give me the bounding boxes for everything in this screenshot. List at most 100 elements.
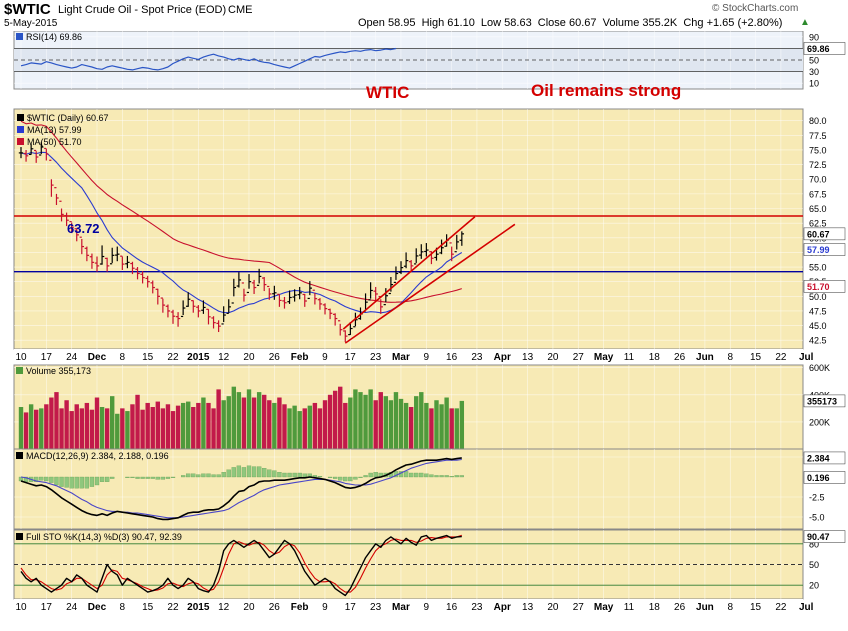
volume-bar: [211, 408, 216, 449]
macd-histogram-bar: [84, 476, 90, 489]
volume-bar: [353, 389, 358, 449]
volume-bar: [363, 394, 368, 449]
volume-bar: [110, 396, 115, 449]
volume-bar: [23, 412, 29, 449]
volume-bar: [297, 411, 302, 449]
up-arrow-icon: ▲: [800, 17, 810, 28]
x-axis-bottom-label: 15: [750, 602, 762, 613]
sto-k-line: [20, 534, 462, 597]
price-tick-label: 65.0: [809, 204, 827, 214]
x-axis-bottom-label: 9: [322, 602, 328, 613]
volume-bar: [282, 404, 287, 449]
rsi-tick-label: 90: [809, 32, 819, 42]
volume-bar: [221, 400, 226, 449]
volume-bar: [69, 411, 74, 449]
volume-bar: [449, 408, 454, 449]
volume-bar: [79, 408, 85, 449]
x-axis-bottom-label: Jul: [799, 602, 814, 613]
volume-bar: [160, 408, 166, 449]
x-axis-bottom-label: Mar: [392, 602, 410, 613]
ma50-line: [20, 120, 462, 303]
x-axis-bottom-label: 27: [573, 602, 585, 613]
macd-histogram-bar: [165, 476, 171, 479]
price-legend-text: MA(50) 51.70: [27, 137, 82, 147]
macd-histogram-bar: [403, 471, 409, 478]
macd-histogram-bar: [206, 473, 211, 478]
price-close-value-box: [803, 227, 846, 241]
sto-panel: 80 50 20 90.47 Full STO %K(14,3) %D(3) 90.47…: [13, 529, 846, 600]
volume-bar: [201, 397, 206, 449]
x-axis-top-label: 8: [727, 352, 733, 363]
x-axis-top-label: 17: [41, 352, 53, 363]
volume-bar: [343, 402, 348, 449]
volume-bar: [322, 400, 328, 449]
volume-bar: [191, 407, 196, 449]
macd-histogram-bar: [49, 476, 54, 483]
macd-histogram-bar: [419, 472, 424, 478]
macd-histogram-bar: [99, 476, 105, 482]
volume-bar: [393, 392, 399, 449]
symbol: $WTIC: [4, 1, 51, 18]
macd-histogram-bar: [363, 475, 368, 478]
volume-bar: [246, 389, 252, 449]
macd-tick-label: -2.5: [809, 493, 825, 503]
x-axis-top-label: 23: [471, 352, 483, 363]
macd-histogram-bar: [338, 476, 343, 481]
macd-histogram-bar: [302, 473, 307, 478]
macd-histogram-bar: [287, 472, 292, 478]
macd-histogram-bar: [211, 474, 216, 478]
ma13-value-label: 57.99: [807, 245, 830, 255]
x-axis-top-label: 12: [218, 352, 230, 363]
volume-tick-label: 600K: [809, 363, 830, 373]
rsi-tick-label: 10: [809, 79, 819, 89]
x-axis-top-label: Jul: [799, 352, 814, 363]
exchange: CME: [228, 4, 253, 16]
macd-histogram-bar: [160, 476, 166, 480]
price-legend-text: MA(13) 57.99: [27, 125, 82, 135]
x-axis-bottom-label: 17: [41, 602, 53, 613]
x-axis-bottom-label: 8: [120, 602, 126, 613]
volume-bar: [272, 402, 277, 449]
macd-histogram-bar: [231, 467, 236, 478]
x-axis-bottom-label: 26: [269, 602, 281, 613]
price-tick-label: 55.0: [809, 263, 827, 273]
x-axis-bottom-label: Feb: [291, 602, 309, 613]
macd-histogram-bar: [150, 476, 155, 479]
x-axis-bottom-label: 23: [370, 602, 382, 613]
x-axis-top-label: 9: [322, 352, 328, 363]
macd-histogram-bar: [34, 476, 39, 482]
x-axis-top-label: 13: [522, 352, 534, 363]
x-axis-bottom-label: 10: [15, 602, 27, 613]
volume-bar: [34, 409, 39, 449]
x-axis-top-label: Mar: [392, 352, 410, 363]
sto-tick-label: 80: [809, 539, 819, 549]
price-tick-label: 75.0: [809, 145, 827, 155]
x-axis-top-label: 24: [66, 352, 78, 363]
volume-bar: [373, 400, 378, 449]
x-axis-top-label: 17: [345, 352, 357, 363]
x-axis-top-label: Jun: [696, 352, 714, 363]
macd-histogram-bar: [272, 470, 277, 478]
x-axis-top-label: 2015: [187, 352, 210, 363]
price-panel: 80.077.575.072.570.067.565.062.560.057.5…: [13, 81, 846, 350]
macd-histogram-bar: [94, 476, 100, 486]
volume-bar: [439, 404, 444, 449]
x-axis-bottom-label: Apr: [494, 602, 511, 613]
volume-bar: [39, 408, 44, 449]
volume-bar: [84, 402, 90, 449]
x-axis-top: 10 17 24 Dec 8 15 22 2015 12 20 26 Feb 9 17 23 Mar 9 16 23…: [14, 349, 814, 363]
price-tick-label: 70.0: [809, 175, 827, 185]
macd-histogram-bar: [327, 476, 333, 478]
x-axis-bottom-label: 15: [142, 602, 154, 613]
volume-bar: [434, 400, 439, 449]
x-axis-top-label: 15: [750, 352, 762, 363]
macd-histogram-bar: [69, 476, 74, 489]
volume-bar: [120, 408, 125, 449]
macd-histogram-bar: [409, 472, 414, 478]
volume-bar: [140, 409, 145, 449]
macd-histogram-bar: [145, 476, 150, 479]
volume-bar: [115, 413, 120, 449]
x-axis-bottom-label: 20: [243, 602, 255, 613]
